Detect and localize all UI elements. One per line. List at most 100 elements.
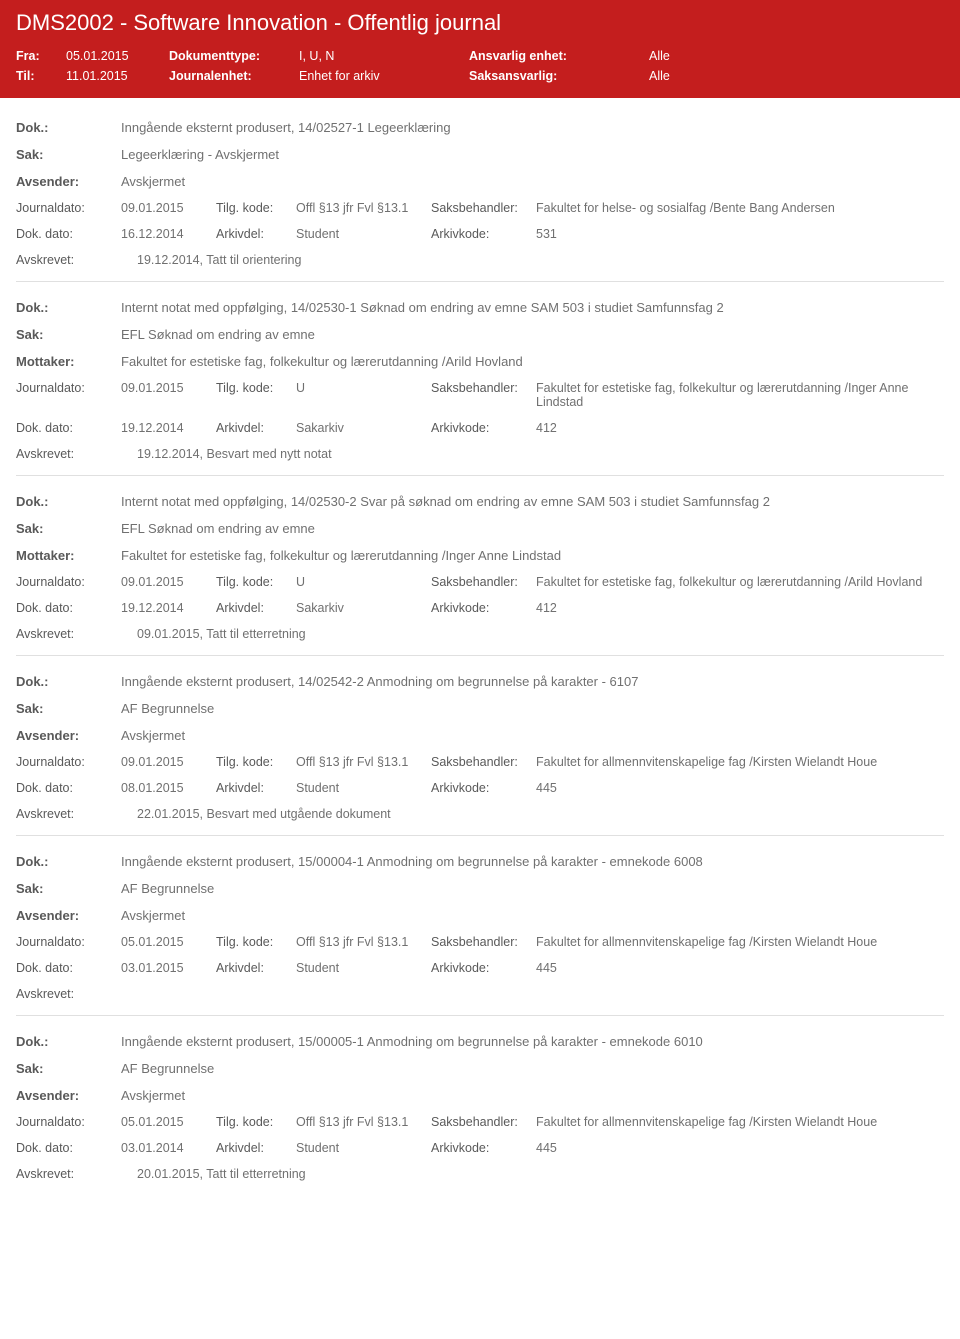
- dokdato-label: Dok. dato:: [16, 601, 121, 615]
- journaldato-value: 09.01.2015: [121, 201, 216, 215]
- dok-label: Dok.:: [16, 674, 121, 689]
- tilgkode-value: Offl §13 jfr Fvl §13.1: [296, 1115, 431, 1129]
- saksbehandler-value: Fakultet for allmennvitenskapelige fag /…: [536, 755, 944, 769]
- party-label: Avsender:: [16, 728, 121, 743]
- sak-value: AF Begrunnelse: [121, 1061, 944, 1076]
- arkivdel-label: Arkivdel:: [216, 1141, 296, 1155]
- tilgkode-label: Tilg. kode:: [216, 755, 296, 769]
- saksbehandler-label: Saksbehandler:: [431, 381, 536, 395]
- dokdato-value: 03.01.2014: [121, 1141, 216, 1155]
- journaldato-label: Journaldato:: [16, 575, 121, 589]
- arkivkode-label: Arkivkode:: [431, 1141, 536, 1155]
- party-label: Avsender:: [16, 908, 121, 923]
- fra-value: 05.01.2015: [66, 49, 169, 63]
- tilgkode-value: Offl §13 jfr Fvl §13.1: [296, 755, 431, 769]
- dok-row: Dok.: Inngående eksternt produsert, 14/0…: [16, 668, 944, 695]
- party-row: Avsender: Avskjermet: [16, 168, 944, 195]
- party-row: Avsender: Avskjermet: [16, 902, 944, 929]
- dok-value: Inngående eksternt produsert, 14/02542-2…: [121, 674, 944, 689]
- journaldato-label: Journaldato:: [16, 201, 121, 215]
- arkivdel-label: Arkivdel:: [216, 227, 296, 241]
- party-label: Avsender:: [16, 1088, 121, 1103]
- tilgkode-label: Tilg. kode:: [216, 575, 296, 589]
- meta-row-1: Journaldato: 05.01.2015 Tilg. kode: Offl…: [16, 929, 944, 955]
- sak-row: Sak: AF Begrunnelse: [16, 875, 944, 902]
- sak-label: Sak:: [16, 521, 121, 536]
- dok-row: Dok.: Inngående eksternt produsert, 15/0…: [16, 1028, 944, 1055]
- avskrevet-row: Avskrevet: 20.01.2015, Tatt til etterret…: [16, 1161, 944, 1191]
- arkivkode-value: 445: [536, 1141, 944, 1155]
- sak-row: Sak: Legeerklæring - Avskjermet: [16, 141, 944, 168]
- saksbehandler-value: Fakultet for allmennvitenskapelige fag /…: [536, 1115, 944, 1129]
- journal-entry: Dok.: Inngående eksternt produsert, 15/0…: [16, 835, 944, 1011]
- dok-row: Dok.: Internt notat med oppfølging, 14/0…: [16, 488, 944, 515]
- avskrevet-label: Avskrevet:: [16, 627, 121, 641]
- tilgkode-value: Offl §13 jfr Fvl §13.1: [296, 201, 431, 215]
- party-row: Mottaker: Fakultet for estetiske fag, fo…: [16, 542, 944, 569]
- sak-value: AF Begrunnelse: [121, 881, 944, 896]
- dok-value: Inngående eksternt produsert, 14/02527-1…: [121, 120, 944, 135]
- arkivdel-value: Sakarkiv: [296, 421, 431, 435]
- arkivdel-value: Student: [296, 1141, 431, 1155]
- dok-label: Dok.:: [16, 120, 121, 135]
- dokdato-label: Dok. dato:: [16, 781, 121, 795]
- saksbehandler-label: Saksbehandler:: [431, 755, 536, 769]
- avskrevet-row: Avskrevet: 19.12.2014, Tatt til orienter…: [16, 247, 944, 277]
- dok-label: Dok.:: [16, 854, 121, 869]
- saksansvarlig-label: Saksansvarlig:: [469, 69, 649, 83]
- sak-row: Sak: AF Begrunnelse: [16, 695, 944, 722]
- dokdato-value: 19.12.2014: [121, 601, 216, 615]
- avskrevet-row: Avskrevet: 22.01.2015, Besvart med utgåe…: [16, 801, 944, 831]
- journal-entry: Dok.: Inngående eksternt produsert, 14/0…: [16, 102, 944, 277]
- party-row: Mottaker: Fakultet for estetiske fag, fo…: [16, 348, 944, 375]
- arkivdel-label: Arkivdel:: [216, 601, 296, 615]
- report-header: DMS2002 - Software Innovation - Offentli…: [0, 0, 960, 98]
- saksbehandler-label: Saksbehandler:: [431, 201, 536, 215]
- sak-label: Sak:: [16, 1061, 121, 1076]
- arkivkode-value: 445: [536, 961, 944, 975]
- party-label: Mottaker:: [16, 548, 121, 563]
- dok-row: Dok.: Internt notat med oppfølging, 14/0…: [16, 294, 944, 321]
- journalenhet-value: Enhet for arkiv: [299, 69, 469, 83]
- meta-row-1: Journaldato: 05.01.2015 Tilg. kode: Offl…: [16, 1109, 944, 1135]
- dokdato-value: 19.12.2014: [121, 421, 216, 435]
- dok-label: Dok.:: [16, 300, 121, 315]
- party-label: Avsender:: [16, 174, 121, 189]
- journaldato-value: 09.01.2015: [121, 755, 216, 769]
- arkivdel-value: Student: [296, 961, 431, 975]
- journaldato-value: 05.01.2015: [121, 1115, 216, 1129]
- sak-value: EFL Søknad om endring av emne: [121, 327, 944, 342]
- dok-value: Internt notat med oppfølging, 14/02530-1…: [121, 300, 944, 315]
- journaldato-value: 05.01.2015: [121, 935, 216, 949]
- journal-entry: Dok.: Internt notat med oppfølging, 14/0…: [16, 475, 944, 651]
- arkivdel-label: Arkivdel:: [216, 421, 296, 435]
- meta-row-1: Journaldato: 09.01.2015 Tilg. kode: Offl…: [16, 195, 944, 221]
- page-title: DMS2002 - Software Innovation - Offentli…: [16, 10, 944, 36]
- arkivkode-label: Arkivkode:: [431, 227, 536, 241]
- party-value: Avskjermet: [121, 728, 944, 743]
- tilgkode-value: U: [296, 381, 431, 395]
- avskrevet-label: Avskrevet:: [16, 1167, 121, 1181]
- dokdato-value: 03.01.2015: [121, 961, 216, 975]
- dok-value: Inngående eksternt produsert, 15/00005-1…: [121, 1034, 944, 1049]
- arkivkode-value: 412: [536, 421, 944, 435]
- dokdato-label: Dok. dato:: [16, 227, 121, 241]
- meta-row-2: Dok. dato: 03.01.2015 Arkivdel: Student …: [16, 955, 944, 981]
- avskrevet-row: Avskrevet: 09.01.2015, Tatt til etterret…: [16, 621, 944, 651]
- tilgkode-value: Offl §13 jfr Fvl §13.1: [296, 935, 431, 949]
- avskrevet-value: 09.01.2015, Tatt til etterretning: [121, 627, 306, 641]
- meta-row-2: Dok. dato: 19.12.2014 Arkivdel: Sakarkiv…: [16, 595, 944, 621]
- party-label: Mottaker:: [16, 354, 121, 369]
- tilgkode-label: Tilg. kode:: [216, 381, 296, 395]
- sak-row: Sak: EFL Søknad om endring av emne: [16, 321, 944, 348]
- arkivdel-value: Student: [296, 781, 431, 795]
- avskrevet-value: 20.01.2015, Tatt til etterretning: [121, 1167, 306, 1181]
- party-row: Avsender: Avskjermet: [16, 1082, 944, 1109]
- journaldato-label: Journaldato:: [16, 381, 121, 395]
- avskrevet-label: Avskrevet:: [16, 447, 121, 461]
- sak-label: Sak:: [16, 701, 121, 716]
- dokdato-label: Dok. dato:: [16, 961, 121, 975]
- doktype-value: I, U, N: [299, 49, 469, 63]
- saksbehandler-value: Fakultet for helse- og sosialfag /Bente …: [536, 201, 944, 215]
- arkivkode-label: Arkivkode:: [431, 961, 536, 975]
